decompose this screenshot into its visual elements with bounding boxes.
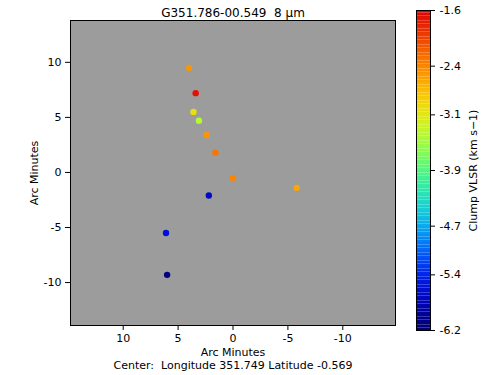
svg-text:-5: -5 xyxy=(51,221,62,234)
svg-text:0: 0 xyxy=(230,332,237,345)
svg-text:-5.4: -5.4 xyxy=(440,268,461,281)
svg-text:-5: -5 xyxy=(282,332,293,345)
svg-text:10: 10 xyxy=(116,332,130,345)
svg-text:Arc Minutes: Arc Minutes xyxy=(28,140,41,205)
svg-text:-2.4: -2.4 xyxy=(440,60,461,73)
svg-text:-10: -10 xyxy=(334,332,352,345)
svg-text:-3.1: -3.1 xyxy=(440,108,461,121)
svg-text:0: 0 xyxy=(55,166,62,179)
svg-text:-6.2: -6.2 xyxy=(440,324,461,337)
svg-text:Center: Longitude 351.749 Lat: Center: Longitude 351.749 Latitude -0.56… xyxy=(114,359,353,372)
svg-text:5: 5 xyxy=(55,111,62,124)
svg-text:5: 5 xyxy=(175,332,182,345)
svg-text:10: 10 xyxy=(48,56,62,69)
svg-text:Clump VLSR (km s−1): Clump VLSR (km s−1) xyxy=(467,110,480,232)
svg-text:-4.7: -4.7 xyxy=(440,220,461,233)
svg-text:G351.786-00.549 8 μm: G351.786-00.549 8 μm xyxy=(161,6,305,20)
svg-text:-10: -10 xyxy=(44,276,62,289)
svg-text:-3.9: -3.9 xyxy=(440,164,461,177)
svg-text:Arc Minutes: Arc Minutes xyxy=(201,346,266,359)
svg-text:-1.6: -1.6 xyxy=(440,4,461,17)
